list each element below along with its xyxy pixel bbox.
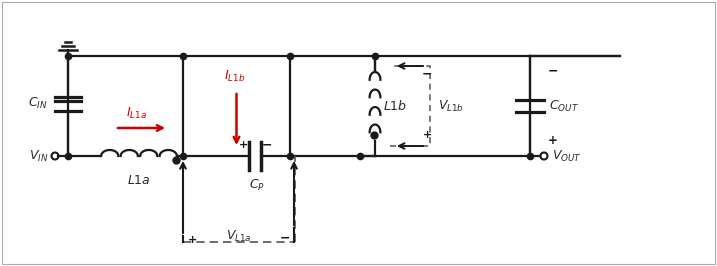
Text: $V_{IN}$: $V_{IN}$ [29,148,48,164]
Text: +: + [238,140,247,150]
Text: −: − [422,68,432,81]
Text: $I_{L1b}$: $I_{L1b}$ [224,69,245,84]
Text: $C_P$: $C_P$ [249,178,265,193]
Text: −: − [262,139,272,152]
Text: −: − [548,64,559,77]
Text: $C_{OUT}$: $C_{OUT}$ [549,98,579,114]
Text: $V_{L1b}$: $V_{L1b}$ [438,98,464,114]
Text: $C_{IN}$: $C_{IN}$ [29,95,48,111]
Text: $L1b$: $L1b$ [383,99,407,113]
Text: −: − [280,232,290,245]
Text: $V_{OUT}$: $V_{OUT}$ [552,148,581,164]
Text: +: + [188,235,197,245]
Text: $I_{L1a}$: $I_{L1a}$ [126,106,147,121]
Text: +: + [548,135,558,148]
Text: $L1a$: $L1a$ [127,174,151,187]
Text: $V_{L1a}$: $V_{L1a}$ [226,229,252,244]
Text: +: + [422,130,432,140]
